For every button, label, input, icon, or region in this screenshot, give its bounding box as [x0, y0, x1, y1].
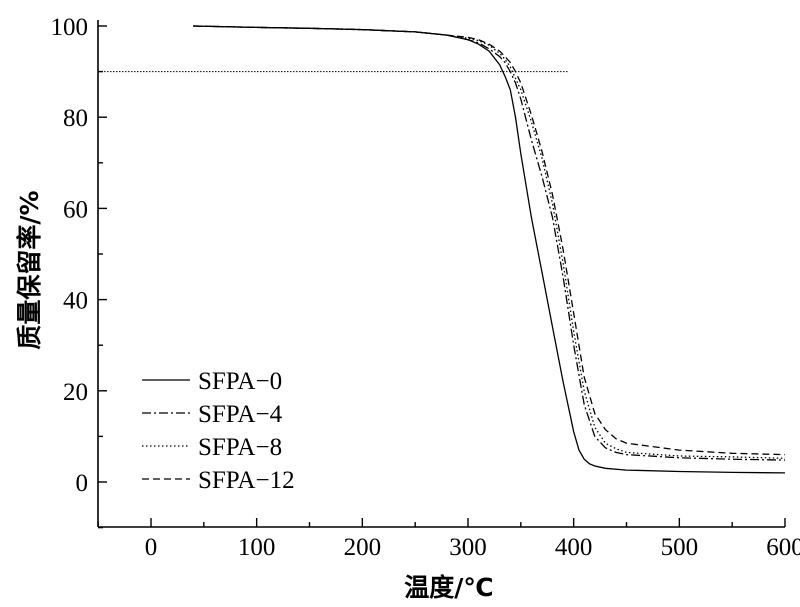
legend-label-1: SFPA−4 [198, 401, 283, 428]
y-tick-label: 0 [76, 470, 89, 497]
legend-label-0: SFPA−0 [198, 368, 282, 395]
x-tick-label: 0 [145, 534, 158, 561]
series-line-1 [193, 25, 786, 461]
x-tick-label: 400 [555, 534, 593, 561]
x-tick-label: 300 [449, 534, 487, 561]
y-tick-label: 60 [63, 196, 88, 223]
legend: SFPA−0 SFPA−4 SFPA−8 SFPA−12 [142, 368, 295, 494]
y-tick-label: 80 [63, 105, 88, 132]
y-axis-title: 质量保留率/% [15, 190, 44, 349]
x-tick-label: 500 [661, 534, 699, 561]
y-tick-label: 100 [51, 14, 89, 41]
x-tick-label: 600 [766, 534, 800, 561]
x-axis-title: 温度/℃ [404, 573, 493, 602]
x-tick-label: 200 [344, 534, 382, 561]
legend-label-2: SFPA−8 [198, 434, 282, 461]
x-tick-label: 100 [238, 534, 276, 561]
legend-label-3: SFPA−12 [198, 467, 295, 494]
y-tick-label: 20 [63, 379, 88, 406]
series-line-3 [193, 25, 786, 456]
y-tick-label: 40 [63, 288, 88, 315]
axes: 0 100 200 300 400 500 600 0 20 40 60 80 100 [51, 14, 800, 561]
plot-series [193, 25, 786, 474]
